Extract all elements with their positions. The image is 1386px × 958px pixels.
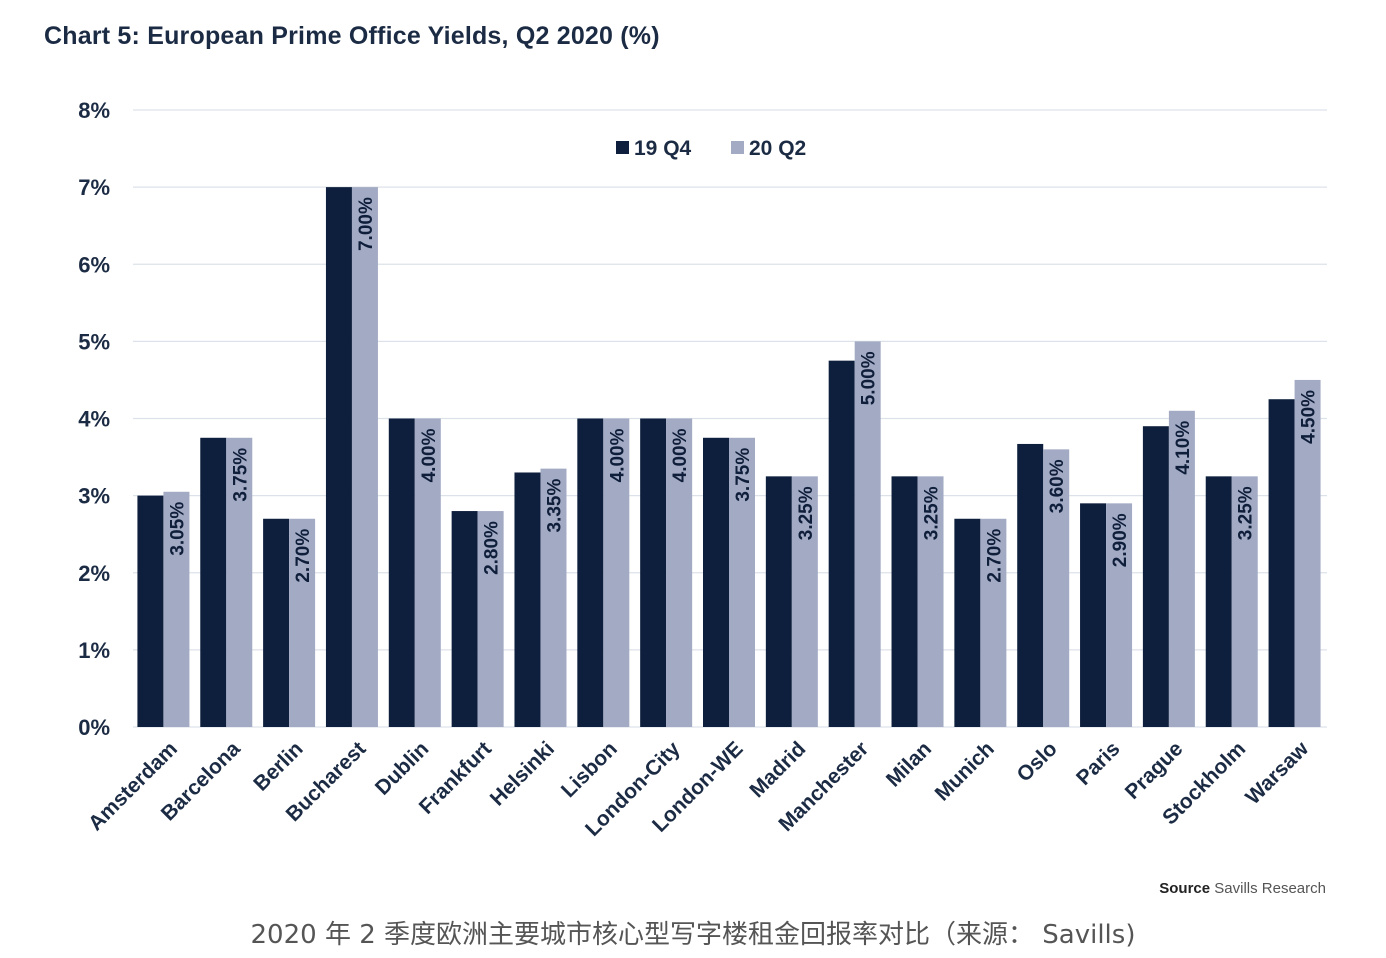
y-tick-label: 0% (78, 715, 110, 740)
bar-19-q4 (828, 360, 855, 727)
legend-swatch (616, 141, 629, 154)
y-tick-label: 1% (78, 638, 110, 663)
bar-19-q4 (891, 476, 918, 727)
bar-19-q4 (640, 418, 667, 727)
bar-19-q4 (451, 511, 478, 727)
bar-19-q4 (1205, 476, 1232, 727)
bar-19-q4 (703, 437, 729, 727)
x-category-label: Munich (931, 737, 999, 805)
bar-20-q2 (603, 418, 630, 727)
bar-19-q4 (137, 495, 164, 727)
legend-label: 20 Q2 (749, 137, 806, 160)
y-tick-label: 8% (78, 98, 110, 123)
data-label: 3.60% (1047, 459, 1068, 513)
y-tick-label: 2% (78, 561, 110, 586)
legend-label: 19 Q4 (634, 137, 692, 160)
bar-20-q2 (226, 437, 253, 727)
bar-20-q2 (1231, 476, 1258, 727)
data-label: 5.00% (859, 351, 880, 405)
bar-20-q2 (540, 468, 567, 727)
bar-chart: 0% 1% 2% 3% 4% 5% 6% 7% 8% 3.05% 3.75% 2.70% 7.00% 4… (78, 98, 1327, 841)
data-label: 2.90% (1110, 513, 1131, 567)
x-category-label: Warsaw (1241, 737, 1313, 809)
data-label: 3.25% (1236, 486, 1257, 540)
data-label: 3.75% (733, 448, 754, 502)
bar-20-q2 (1294, 379, 1321, 727)
data-label: 2.70% (293, 529, 314, 583)
bar-20-q2 (666, 418, 693, 727)
data-label: 4.00% (670, 428, 691, 482)
y-tick-label: 7% (78, 175, 110, 200)
bar-20-q2 (980, 518, 1007, 727)
data-label: 3.25% (796, 486, 817, 540)
x-category-label: Berlin (249, 737, 307, 795)
bar-19-q4 (1268, 399, 1295, 727)
bar-20-q2 (791, 476, 818, 727)
y-tick-label: 5% (78, 329, 110, 354)
bar-20-q2 (163, 491, 190, 727)
bar-20-q2 (289, 518, 316, 727)
legend: 19 Q4 20 Q2 (616, 137, 806, 160)
bar-19-q4 (1017, 443, 1044, 727)
y-tick-label: 6% (78, 252, 110, 277)
bar-19-q4 (388, 418, 415, 727)
data-label: 3.25% (922, 486, 943, 540)
data-label: 3.75% (230, 448, 251, 502)
y-tick-label: 4% (78, 407, 110, 432)
bar-19-q4 (1080, 503, 1107, 727)
bar-19-q4 (765, 476, 792, 727)
bar-19-q4 (577, 418, 604, 727)
data-label: 7.00% (356, 197, 377, 251)
bar-19-q4 (325, 187, 352, 727)
y-axis-tick-labels: 0% 1% 2% 3% 4% 5% 6% 7% 8% (78, 98, 110, 740)
bar-20-q2 (414, 418, 441, 727)
bars (137, 187, 1321, 727)
data-label: 4.50% (1299, 390, 1320, 444)
x-category-label: Paris (1072, 737, 1125, 790)
bar-20-q2 (729, 437, 755, 727)
bar-20-q2 (1168, 410, 1195, 727)
data-label: 3.05% (167, 502, 188, 556)
bar-19-q4 (200, 437, 227, 727)
data-labels: 3.05% 3.75% 2.70% 7.00% 4.00% 2.80% 3.35% 4.00%… (167, 197, 1319, 583)
bar-19-q4 (514, 472, 541, 727)
x-category-label: Dublin (371, 737, 433, 799)
data-label: 4.00% (607, 428, 628, 482)
image-caption: 2020 年 2 季度欧洲主要城市核心型写字楼租金回报率对比（来源： Savil… (250, 920, 1136, 950)
legend-swatch (731, 141, 744, 154)
source-credit: Source Savills Research (1159, 880, 1326, 897)
source-label: Source (1159, 880, 1211, 897)
bar-19-q4 (1142, 426, 1169, 727)
x-category-label: Milan (882, 737, 936, 791)
source-text: Savills Research (1214, 880, 1326, 897)
chart-title: Chart 5: European Prime Office Yields, Q… (44, 22, 660, 50)
data-label: 2.80% (482, 521, 503, 575)
data-label: 3.35% (544, 479, 565, 533)
x-category-label: Oslo (1012, 737, 1061, 786)
bar-20-q2 (917, 476, 944, 727)
data-label: 4.10% (1173, 421, 1194, 475)
data-label: 2.70% (984, 529, 1005, 583)
y-tick-label: 3% (78, 484, 110, 509)
bar-20-q2 (854, 341, 881, 727)
bar-20-q2 (477, 511, 504, 727)
x-category-label: Helsinki (486, 737, 559, 810)
bar-19-q4 (954, 518, 981, 727)
bar-20-q2 (351, 187, 378, 727)
bar-19-q4 (263, 518, 290, 727)
bar-20-q2 (1043, 449, 1070, 727)
data-label: 4.00% (419, 428, 440, 482)
bar-20-q2 (1106, 503, 1133, 727)
